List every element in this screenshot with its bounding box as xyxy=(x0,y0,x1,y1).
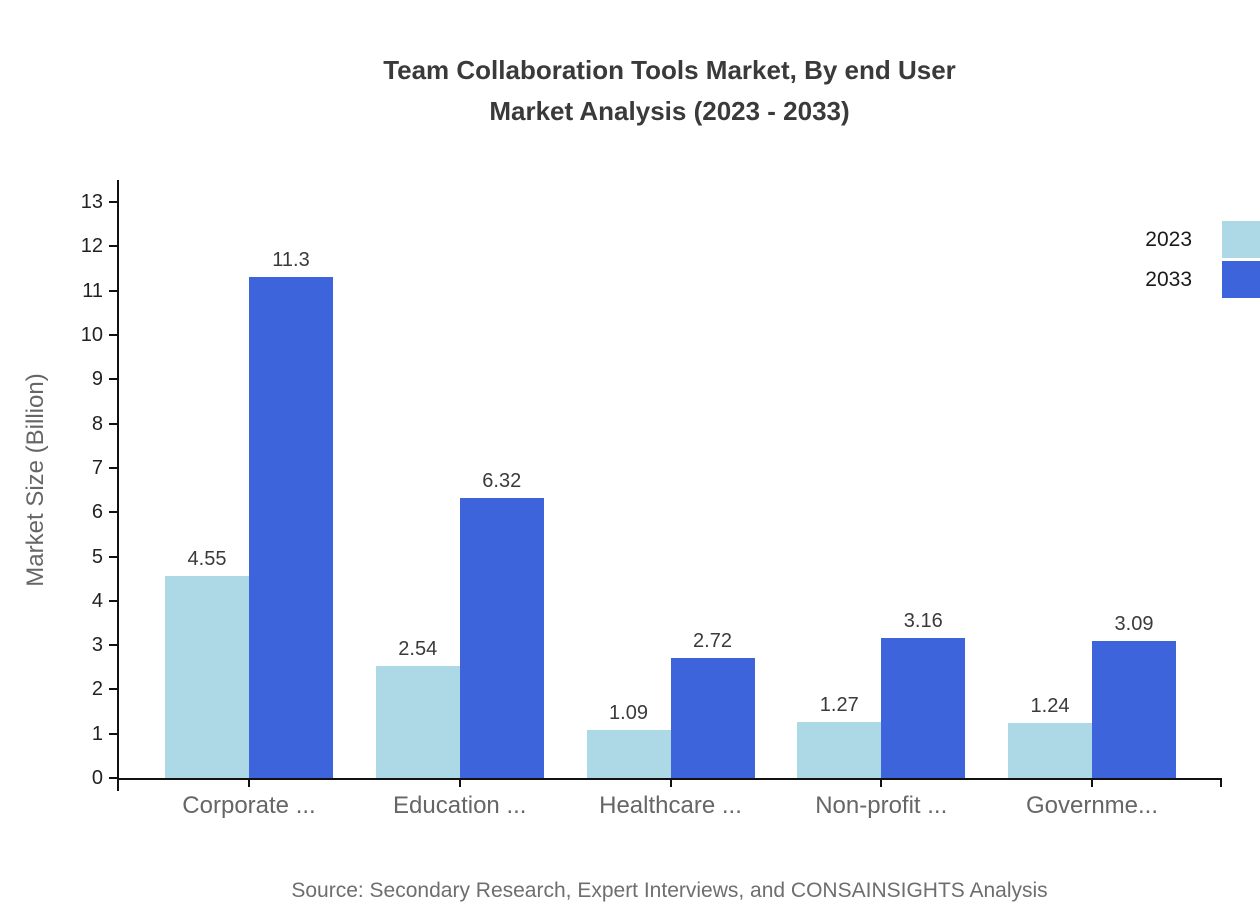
y-tick xyxy=(109,245,117,248)
y-tick xyxy=(109,555,117,558)
y-tick xyxy=(109,732,117,735)
chart-title: Team Collaboration Tools Market, By end … xyxy=(117,50,1222,132)
bar-2033 xyxy=(670,657,755,778)
bar-2033 xyxy=(249,277,333,778)
y-tick-label: 6 xyxy=(91,501,103,524)
legend-item-2033: 2033 xyxy=(1145,261,1260,298)
x-category-label: Governme... xyxy=(1025,792,1159,819)
bar-value-label: 2.72 xyxy=(693,629,732,652)
y-tick xyxy=(109,201,117,204)
bar-2023 xyxy=(797,721,882,778)
y-tick-label: 1 xyxy=(91,722,103,745)
y-tick-label: 9 xyxy=(91,368,103,391)
bar-value-label: 3.16 xyxy=(903,610,943,633)
y-tick xyxy=(109,378,117,381)
y-tick xyxy=(109,289,117,292)
x-tick xyxy=(1091,778,1093,787)
source-note: Source: Secondary Research, Expert Inter… xyxy=(291,879,1048,902)
chart-title-line1: Team Collaboration Tools Market, By end … xyxy=(383,55,956,85)
y-tick-label: 13 xyxy=(80,191,103,214)
bar-value-label: 3.09 xyxy=(1114,613,1154,636)
bar-value-label: 4.55 xyxy=(187,548,227,571)
x-tick xyxy=(458,778,461,787)
chart-title-line2: Market Analysis (2023 - 2033) xyxy=(489,96,850,126)
bar-2023 xyxy=(1008,723,1092,778)
y-tick xyxy=(109,599,117,602)
legend: 2023 2033 xyxy=(1145,221,1260,301)
bar-value-label: 1.27 xyxy=(819,693,859,716)
y-tick xyxy=(109,422,117,425)
y-tick-label: 7 xyxy=(91,456,103,479)
bar-value-label: 11.3 xyxy=(272,249,310,272)
y-tick xyxy=(109,777,117,779)
y-tick xyxy=(109,644,117,647)
bar-value-label: 6.32 xyxy=(482,470,522,493)
x-tick xyxy=(880,778,883,787)
y-tick-label: 8 xyxy=(91,412,103,435)
bar-2023 xyxy=(375,665,460,778)
y-tick xyxy=(109,334,117,337)
y-axis-title: Market Size (Billion) xyxy=(22,373,49,587)
x-category-label: Non-profit ... xyxy=(815,792,948,819)
x-tick xyxy=(669,778,672,787)
x-category-label: Education ... xyxy=(393,792,527,819)
y-tick-label: 2 xyxy=(91,678,103,701)
legend-swatch-2033 xyxy=(1222,261,1260,298)
legend-label-2023: 2023 xyxy=(1145,227,1192,251)
bar-value-label: 1.24 xyxy=(1030,695,1070,718)
bar-2023 xyxy=(586,729,671,778)
bar-2033 xyxy=(459,498,544,778)
y-tick-label: 11 xyxy=(82,279,103,302)
x-axis-end-tick xyxy=(117,778,119,791)
legend-label-2033: 2033 xyxy=(1145,267,1192,291)
bar-value-label: 1.09 xyxy=(609,701,648,724)
bar-2033 xyxy=(881,638,966,778)
y-tick-label: 4 xyxy=(91,589,103,612)
bar-value-label: 2.54 xyxy=(398,637,438,660)
bar-2023 xyxy=(165,576,249,778)
x-axis-end-tick xyxy=(1220,778,1222,787)
plot-area: 0 1 2 3 4 5 6 7 8 9 10 11 12 13 Corporate ... 4.55 11.3 E… xyxy=(81,180,1222,819)
y-tick-label: 5 xyxy=(91,545,103,568)
y-tick xyxy=(109,688,117,691)
legend-item-2023: 2023 xyxy=(1145,221,1260,258)
y-tick xyxy=(109,466,117,469)
x-category-label: Corporate ... xyxy=(182,792,316,819)
bar-2033 xyxy=(1092,641,1176,778)
y-tick-label: 12 xyxy=(80,235,103,258)
legend-swatch-2023 xyxy=(1222,221,1260,258)
y-tick-label: 3 xyxy=(91,634,103,657)
y-tick-label: 0 xyxy=(91,767,103,789)
x-tick xyxy=(248,778,250,787)
x-category-label: Healthcare ... xyxy=(599,792,742,819)
y-tick-label: 10 xyxy=(80,324,103,347)
y-tick xyxy=(109,511,117,514)
